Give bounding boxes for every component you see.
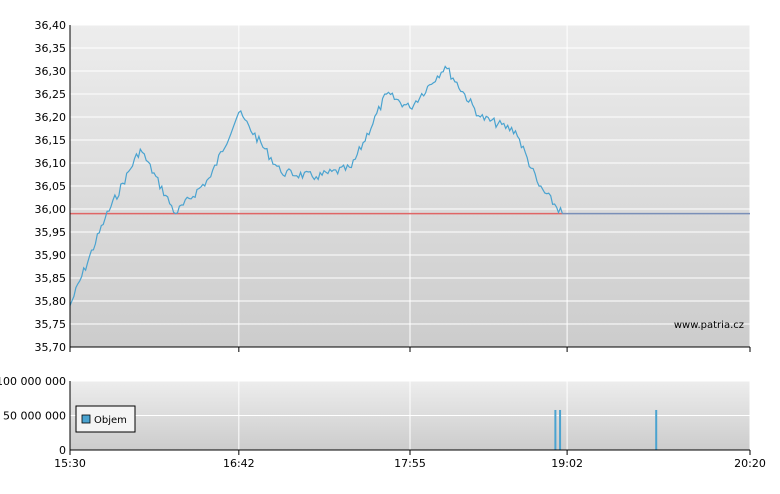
price-y-tick-label: 36,40 bbox=[35, 19, 67, 32]
price-y-tick-label: 36,05 bbox=[35, 180, 67, 193]
volume-legend: Objem bbox=[75, 405, 136, 433]
price-y-tick-label: 36,15 bbox=[35, 134, 67, 147]
legend-swatch bbox=[81, 414, 91, 424]
price-y-tick-labels: 36,40 36,35 36,30 36,25 36,20 36,15 36,10 36,05… bbox=[35, 19, 67, 354]
x-tick-label: 17:55 bbox=[394, 457, 426, 470]
price-y-tick-label: 35,80 bbox=[35, 295, 67, 308]
price-series-line bbox=[69, 65, 563, 306]
legend-label: Objem bbox=[94, 415, 127, 426]
price-x-ticks bbox=[69, 347, 751, 352]
volume-y-tick-labels: 100 000 000 50 000 000 0 bbox=[0, 375, 66, 457]
volume-y-tick-label: 100 000 000 bbox=[0, 375, 66, 388]
volume-x-ticks: 15:30 16:42 17:55 19:02 20:20 bbox=[54, 450, 766, 470]
volume-bar bbox=[554, 409, 557, 450]
price-y-tick-label: 36,00 bbox=[35, 203, 67, 216]
price-y-tick-label: 36,25 bbox=[35, 88, 67, 101]
price-y-tick-label: 35,95 bbox=[35, 226, 67, 239]
price-y-tick-label: 36,20 bbox=[35, 111, 67, 124]
price-y-tick-label: 35,75 bbox=[35, 318, 67, 331]
price-y-tick-label: 36,10 bbox=[35, 157, 67, 170]
x-tick-label: 15:30 bbox=[54, 457, 86, 470]
x-tick-label: 16:42 bbox=[223, 457, 255, 470]
x-tick-label: 20:20 bbox=[734, 457, 766, 470]
watermark-text: www.patria.cz bbox=[674, 320, 744, 331]
price-y-tick-label: 35,90 bbox=[35, 249, 67, 262]
price-y-tick-label: 35,85 bbox=[35, 272, 67, 285]
price-y-tick-label: 36,35 bbox=[35, 42, 67, 55]
volume-bar bbox=[655, 409, 658, 450]
volume-bars bbox=[554, 409, 658, 450]
volume-y-tick-label: 50 000 000 bbox=[3, 410, 66, 423]
volume-bar bbox=[559, 409, 562, 450]
price-y-tick-label: 36,30 bbox=[35, 65, 67, 78]
x-tick-label: 19:02 bbox=[551, 457, 583, 470]
price-y-tick-label: 35,70 bbox=[35, 341, 67, 354]
volume-y-tick-label: 0 bbox=[59, 444, 66, 457]
